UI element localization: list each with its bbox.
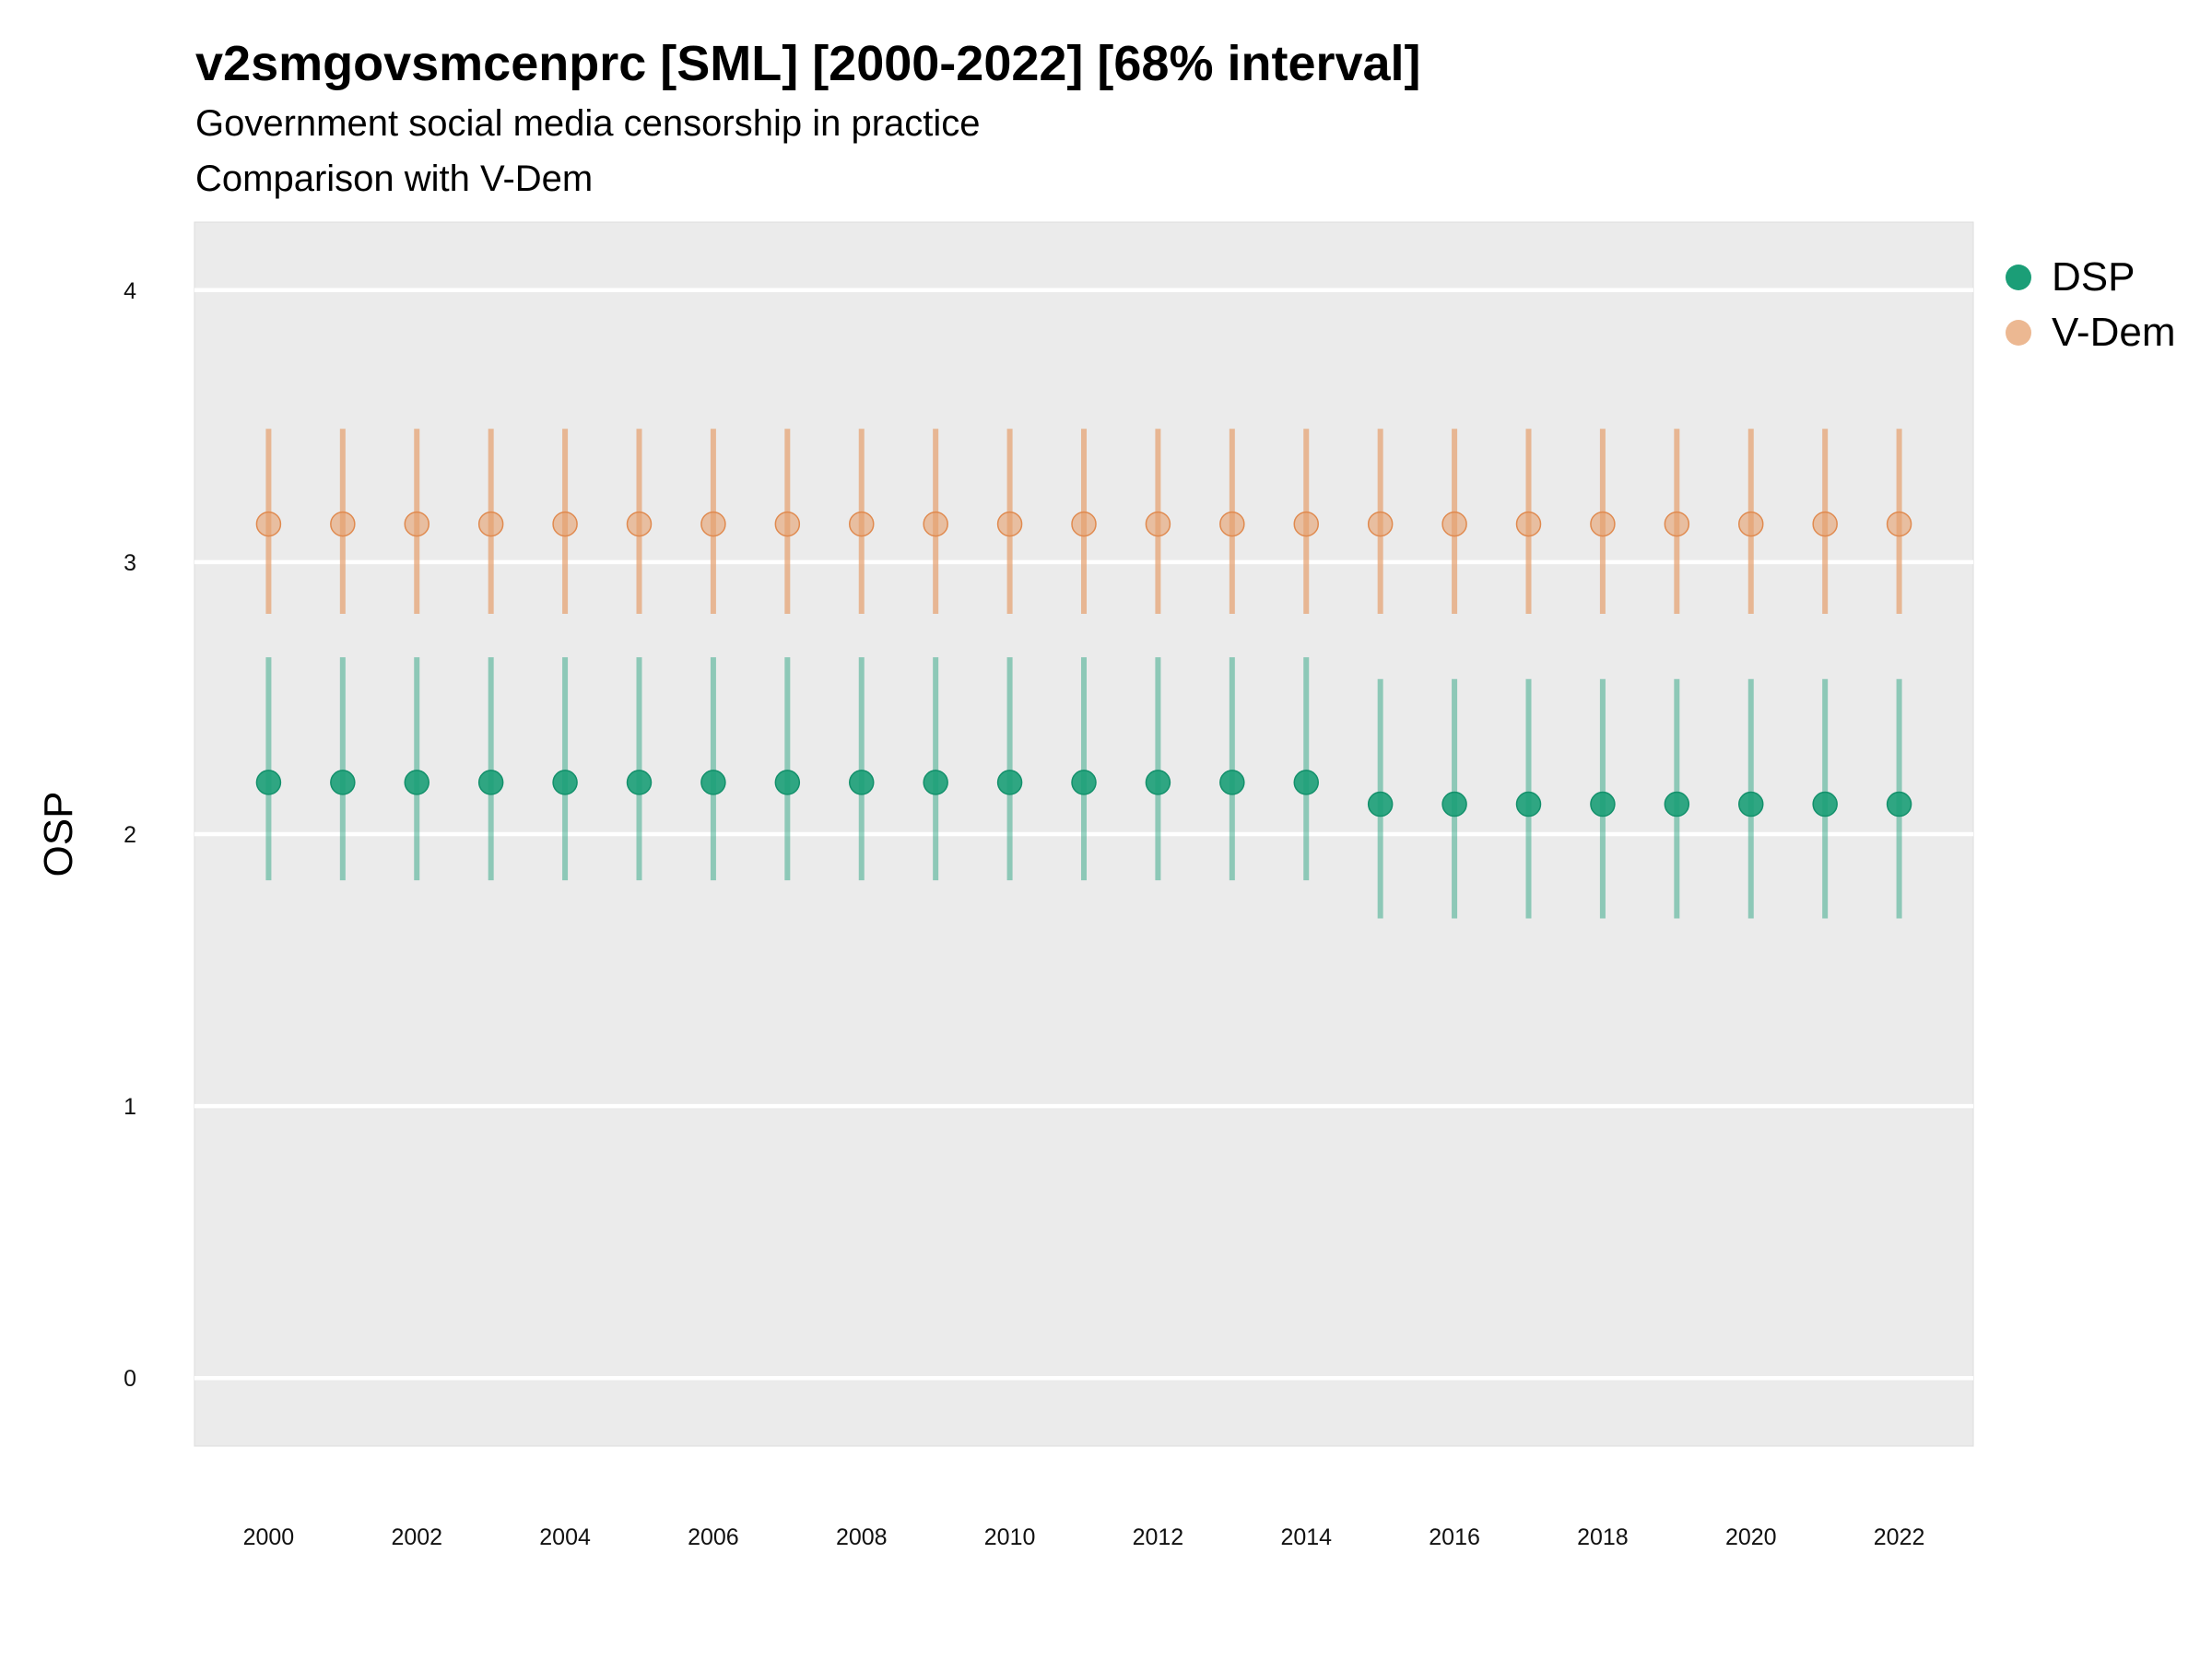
x-tick-label: 2006 bbox=[688, 1524, 739, 1550]
point-vdem bbox=[1590, 511, 1616, 537]
point-dsp bbox=[330, 770, 356, 795]
point-vdem bbox=[1367, 511, 1394, 537]
y-tick-label: 3 bbox=[124, 550, 136, 576]
y-tick-labels: 0 1 2 3 4 bbox=[124, 278, 136, 1392]
point-dsp bbox=[1367, 791, 1394, 818]
point-dsp bbox=[700, 770, 726, 795]
point-dsp bbox=[1515, 791, 1542, 818]
y-tick-label: 4 bbox=[124, 278, 136, 304]
point-dsp bbox=[1812, 791, 1838, 818]
x-tick-label: 2008 bbox=[836, 1524, 888, 1550]
point-vdem bbox=[1441, 511, 1467, 537]
point-vdem bbox=[1738, 511, 1764, 537]
point-dsp bbox=[1071, 770, 1097, 795]
series-layer bbox=[255, 429, 1912, 919]
x-tick-label: 2010 bbox=[984, 1524, 1036, 1550]
point-vdem bbox=[1515, 511, 1542, 537]
legend-item-vdem: V-Dem bbox=[2006, 310, 2175, 356]
point-dsp bbox=[1590, 791, 1616, 818]
x-tick-label: 2002 bbox=[391, 1524, 442, 1550]
legend-dsp-label: DSP bbox=[2052, 254, 2136, 300]
point-dsp bbox=[1664, 791, 1690, 818]
x-tick-label: 2012 bbox=[1133, 1524, 1184, 1550]
chart-title: v2smgovsmcenprc [SML] [2000-2022] [68% i… bbox=[195, 36, 1421, 91]
point-vdem bbox=[774, 511, 801, 537]
point-dsp bbox=[477, 770, 504, 795]
point-dsp bbox=[923, 770, 948, 795]
y-tick-label: 1 bbox=[124, 1094, 136, 1120]
legend-item-dsp: DSP bbox=[2006, 254, 2135, 300]
point-vdem bbox=[700, 511, 726, 537]
point-vdem bbox=[330, 511, 356, 537]
point-dsp bbox=[1441, 791, 1467, 818]
point-dsp bbox=[1293, 770, 1319, 795]
point-vdem bbox=[1886, 511, 1912, 537]
legend-dsp-marker bbox=[2006, 265, 2031, 290]
point-dsp bbox=[1219, 770, 1245, 795]
point-vdem bbox=[1812, 511, 1838, 537]
x-tick-label: 2016 bbox=[1429, 1524, 1480, 1550]
x-tick-labels: 2000 2002 2004 2006 2008 2010 2012 2014 2016 2018… bbox=[243, 1524, 1925, 1550]
point-dsp bbox=[552, 770, 578, 795]
point-vdem bbox=[1664, 511, 1690, 537]
x-tick-label: 2004 bbox=[539, 1524, 591, 1550]
point-dsp bbox=[626, 770, 653, 795]
point-dsp bbox=[1738, 791, 1764, 818]
x-tick-label: 2014 bbox=[1280, 1524, 1332, 1550]
chart-caption: Comparison with V-Dem bbox=[195, 159, 594, 199]
point-dsp bbox=[996, 770, 1023, 795]
legend-vdem-marker bbox=[2006, 320, 2031, 346]
point-dsp bbox=[255, 770, 282, 795]
point-vdem bbox=[923, 511, 948, 537]
point-vdem bbox=[552, 511, 578, 537]
point-dsp bbox=[1886, 791, 1912, 818]
point-vdem bbox=[477, 511, 504, 537]
x-tick-label: 2018 bbox=[1577, 1524, 1629, 1550]
point-vdem bbox=[1219, 511, 1245, 537]
point-vdem bbox=[404, 511, 429, 537]
point-dsp bbox=[774, 770, 801, 795]
x-tick-label: 2000 bbox=[243, 1524, 295, 1550]
point-vdem bbox=[1145, 511, 1171, 537]
point-vdem bbox=[849, 511, 875, 537]
y-tick-label: 0 bbox=[124, 1366, 136, 1392]
y-tick-label: 2 bbox=[124, 822, 136, 848]
legend-vdem-label: V-Dem bbox=[2052, 310, 2176, 355]
chart-subtitle: Government social media censorship in pr… bbox=[195, 103, 981, 144]
x-tick-label: 2020 bbox=[1725, 1524, 1777, 1550]
point-vdem bbox=[255, 511, 282, 537]
point-vdem bbox=[996, 511, 1023, 537]
point-dsp bbox=[1145, 770, 1171, 795]
point-vdem bbox=[1071, 511, 1097, 537]
point-vdem bbox=[626, 511, 653, 537]
x-tick-label: 2022 bbox=[1874, 1524, 1925, 1550]
point-dsp bbox=[404, 770, 429, 795]
point-dsp bbox=[849, 770, 875, 795]
point-vdem bbox=[1293, 511, 1319, 537]
y-axis-label: OSP bbox=[36, 792, 81, 877]
